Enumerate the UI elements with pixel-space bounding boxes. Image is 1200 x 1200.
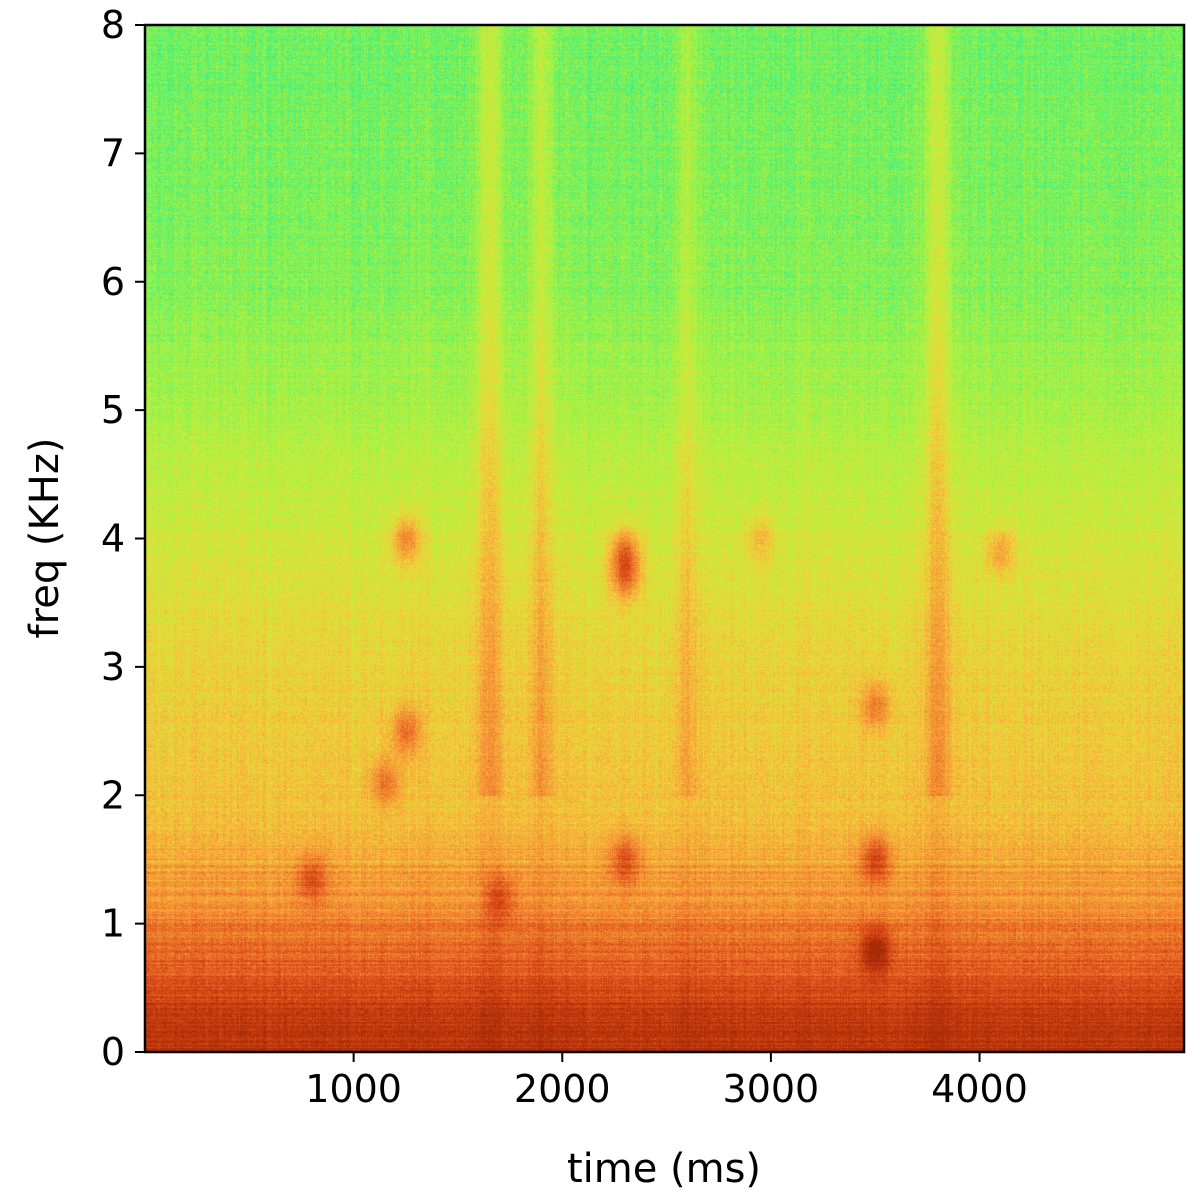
y-axis-label: freq (KHz) — [22, 438, 68, 639]
y-tick-label: 5 — [101, 388, 125, 432]
y-tick-label: 2 — [101, 773, 125, 817]
y-tick-label: 4 — [101, 517, 125, 561]
x-axis-label: time (ms) — [567, 1146, 761, 1192]
y-tick-label: 6 — [101, 260, 125, 304]
y-tick-label: 8 — [101, 3, 125, 47]
spectrogram-plot-area — [145, 25, 1184, 1052]
y-tick-label: 0 — [101, 1030, 125, 1074]
spectrogram-heatmap — [145, 25, 1184, 1052]
x-axis-ticks: 1000 2000 3000 4000 — [305, 1052, 1028, 1111]
x-tick-label: 1000 — [305, 1067, 402, 1111]
y-tick-label: 3 — [101, 645, 125, 689]
x-tick-label: 4000 — [931, 1067, 1028, 1111]
y-axis-ticks: 0 1 2 3 4 5 6 7 8 — [101, 3, 145, 1074]
x-tick-label: 3000 — [723, 1067, 820, 1111]
y-tick-label: 1 — [101, 902, 125, 946]
y-tick-label: 7 — [101, 131, 125, 175]
x-tick-label: 2000 — [514, 1067, 611, 1111]
